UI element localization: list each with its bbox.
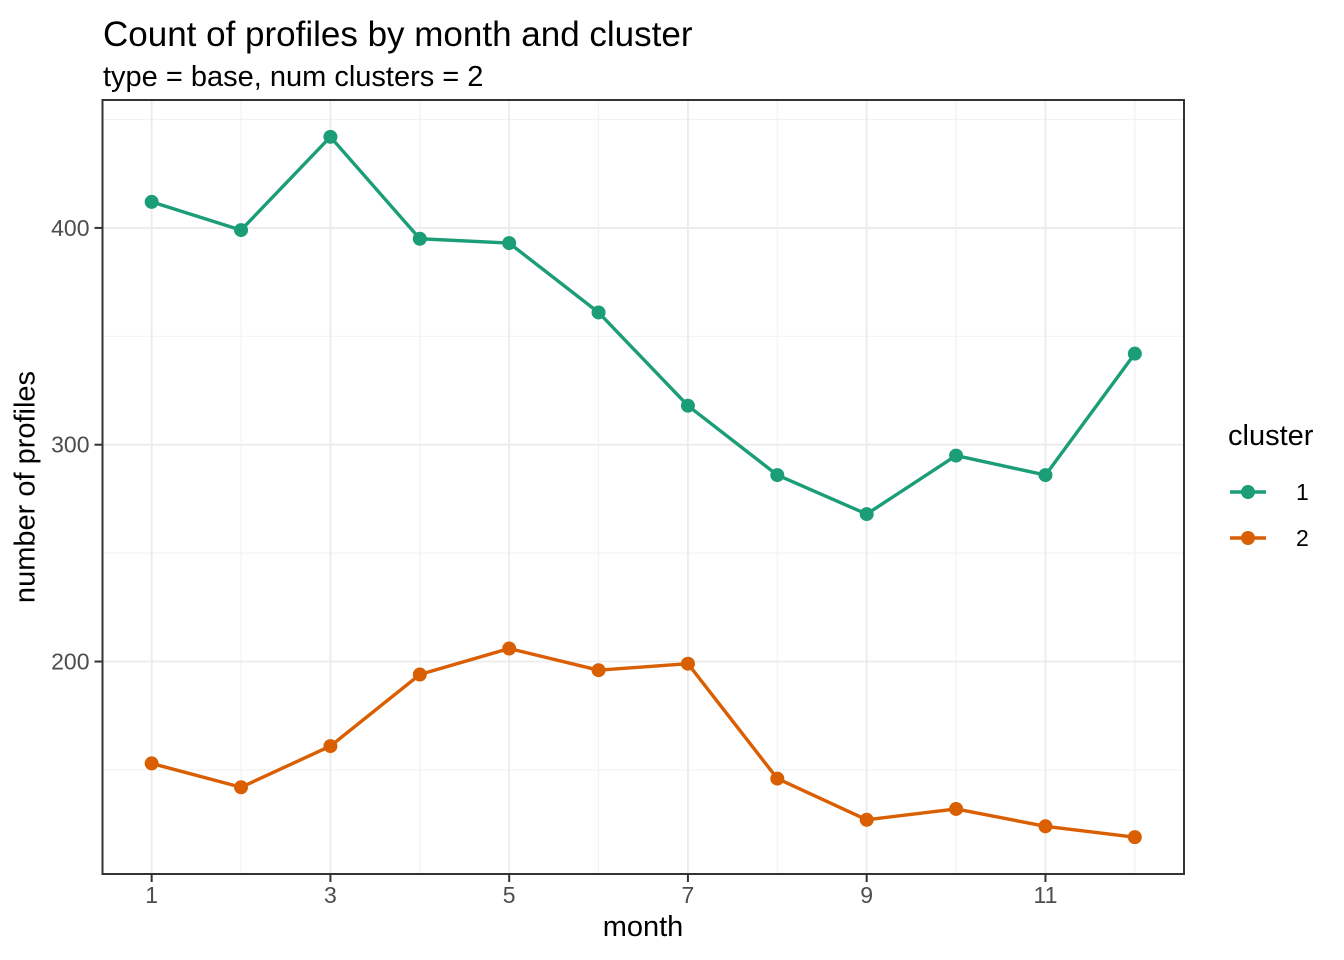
data-point-cluster-2 [591,663,606,678]
data-point-cluster-1 [502,236,517,251]
legend-label: 2 [1296,524,1309,551]
legend-item-cluster-2: 2 [1228,515,1313,561]
data-point-cluster-2 [412,667,427,682]
data-point-cluster-1 [234,223,249,238]
x-tick-label: 9 [860,882,873,908]
data-point-cluster-1 [1127,346,1142,361]
data-point-cluster-2 [949,801,964,816]
panel-background [102,100,1184,874]
x-tick-label: 11 [1034,882,1058,908]
legend-item-cluster-1: 1 [1228,469,1313,515]
data-point-cluster-1 [680,398,695,413]
x-tick-label: 1 [145,882,158,908]
data-point-cluster-1 [323,129,338,144]
data-point-cluster-2 [144,756,159,771]
data-point-cluster-2 [502,641,517,656]
data-point-cluster-1 [770,468,785,483]
legend-title: cluster [1228,420,1314,452]
chart-title: Count of profiles by month and cluster [103,15,693,54]
y-tick-label: 300 [51,432,89,458]
legend-key-icon [1230,531,1266,545]
series-line-1 [149,135,1137,516]
data-point-cluster-2 [323,739,338,754]
data-point-cluster-1 [859,507,874,522]
data-point-cluster-1 [144,194,159,209]
legend-label: 1 [1296,478,1309,505]
data-point-cluster-1 [412,231,427,246]
data-point-cluster-1 [1038,468,1053,483]
data-point-cluster-2 [1127,830,1142,845]
y-axis-title: number of profiles [9,370,42,604]
y-tick-label: 400 [51,215,89,241]
legend-key-icon [1230,485,1266,499]
data-point-cluster-1 [591,305,606,320]
x-tick-label: 7 [682,882,695,908]
data-point-cluster-2 [234,780,249,795]
x-tick-label: 3 [324,882,337,908]
x-tick-label: 5 [503,882,516,908]
series-line-2 [149,646,1137,839]
data-point-cluster-2 [859,812,874,827]
data-point-cluster-2 [1038,819,1053,834]
panel-border [101,99,1185,875]
data-point-cluster-1 [949,448,964,463]
data-point-cluster-2 [680,656,695,671]
x-axis-title: month [602,911,684,943]
y-tick-label: 200 [51,649,89,675]
chart-subtitle: type = base, num clusters = 2 [103,61,484,93]
data-point-cluster-2 [770,771,785,786]
